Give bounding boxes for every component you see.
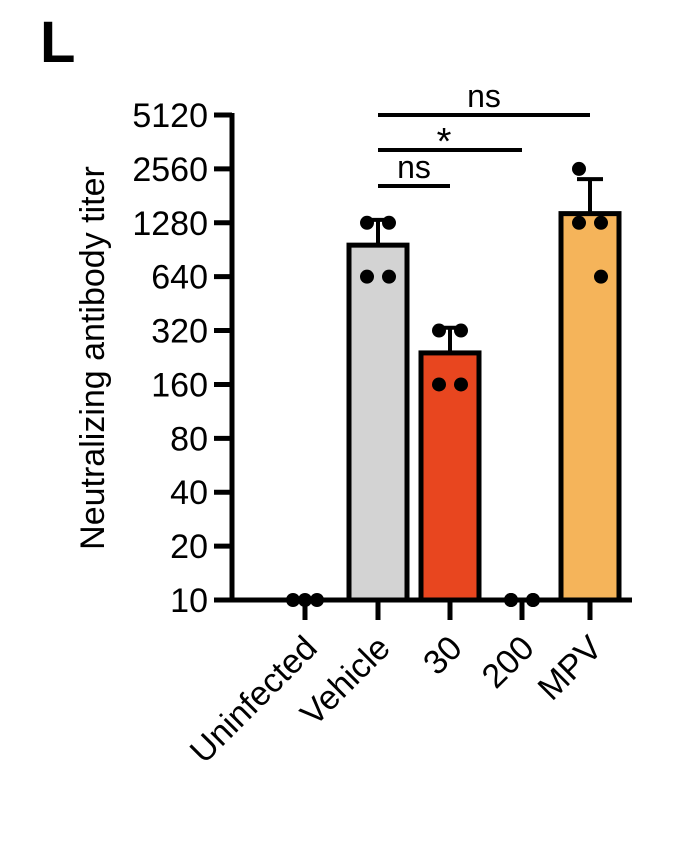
significance-label: * [437,121,452,163]
data-point [504,593,518,607]
y-tick-label: 1280 [132,205,208,243]
y-tick-label: 2560 [132,151,208,189]
data-point [454,323,468,338]
y-tick-label: 20 [170,528,208,566]
significance-label: ns [397,149,431,185]
data-point [382,215,396,230]
data-point [526,593,540,607]
data-point [454,377,468,392]
x-tick-label: MPV [531,629,610,708]
y-tick-label: 5120 [132,97,208,135]
y-tick-label: 160 [151,366,208,404]
bar [558,211,622,603]
bar [346,242,410,603]
y-tick-label: 320 [151,313,208,351]
data-point [286,593,300,607]
data-point [594,215,608,230]
y-axis-label: Neutralizing antibody titer [74,166,112,550]
data-point [298,593,312,607]
data-point [310,593,324,607]
y-tick-label: 10 [170,582,208,620]
bar [418,350,482,603]
data-point [594,269,608,284]
data-point [432,377,446,392]
significance-label: ns [467,78,501,114]
data-point [360,215,374,230]
y-tick-label: 40 [170,474,208,512]
error-bar [577,177,603,214]
data-point [382,269,396,284]
x-tick-label: 30 [416,629,470,683]
y-tick-label: 640 [151,259,208,297]
y-tick-label: 80 [170,420,208,458]
data-point [432,323,446,338]
x-tick-label: 200 [475,629,542,696]
panel-label: L [40,10,75,75]
data-point [360,269,374,284]
data-point [572,161,586,176]
data-point [572,215,586,230]
